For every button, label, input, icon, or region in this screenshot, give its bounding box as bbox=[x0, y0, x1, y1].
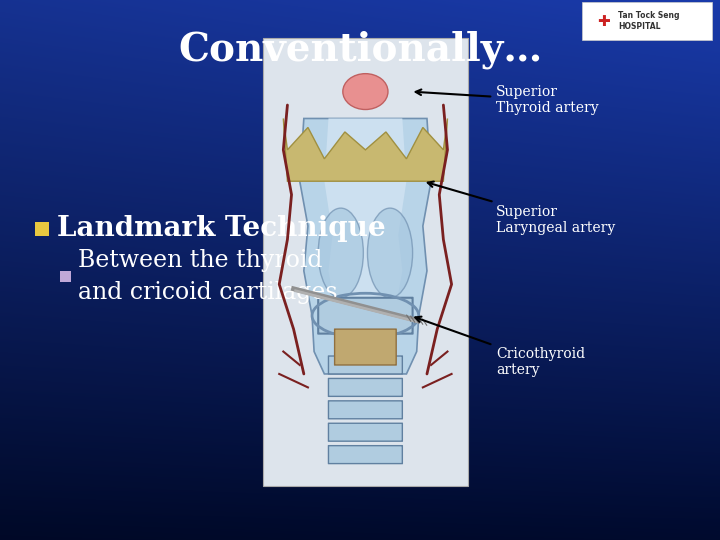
Ellipse shape bbox=[318, 208, 364, 298]
FancyBboxPatch shape bbox=[328, 401, 402, 419]
Text: Conventionally…: Conventionally… bbox=[178, 31, 542, 69]
Text: Tan Tock Seng
HOSPITAL: Tan Tock Seng HOSPITAL bbox=[618, 11, 680, 31]
Text: Superior
Thyroid artery: Superior Thyroid artery bbox=[415, 85, 598, 115]
Ellipse shape bbox=[367, 208, 413, 298]
FancyBboxPatch shape bbox=[328, 356, 402, 374]
Polygon shape bbox=[324, 118, 406, 352]
FancyBboxPatch shape bbox=[328, 423, 402, 441]
Text: Between the thyroid
and cricoid cartilages: Between the thyroid and cricoid cartilag… bbox=[78, 249, 338, 305]
FancyBboxPatch shape bbox=[335, 329, 396, 365]
FancyBboxPatch shape bbox=[318, 298, 413, 334]
Polygon shape bbox=[300, 118, 431, 374]
FancyBboxPatch shape bbox=[328, 446, 402, 464]
Bar bbox=[60, 271, 71, 282]
Bar bbox=[35, 222, 49, 236]
Text: Cricothyroid
artery: Cricothyroid artery bbox=[415, 316, 585, 377]
Text: Landmark Technique: Landmark Technique bbox=[57, 215, 386, 242]
Bar bbox=[582, 2, 712, 40]
Text: ✚: ✚ bbox=[598, 14, 611, 29]
Text: Superior
Laryngeal artery: Superior Laryngeal artery bbox=[428, 181, 616, 235]
Bar bbox=[263, 38, 468, 486]
Polygon shape bbox=[284, 118, 447, 181]
Ellipse shape bbox=[343, 73, 388, 110]
FancyBboxPatch shape bbox=[328, 379, 402, 396]
